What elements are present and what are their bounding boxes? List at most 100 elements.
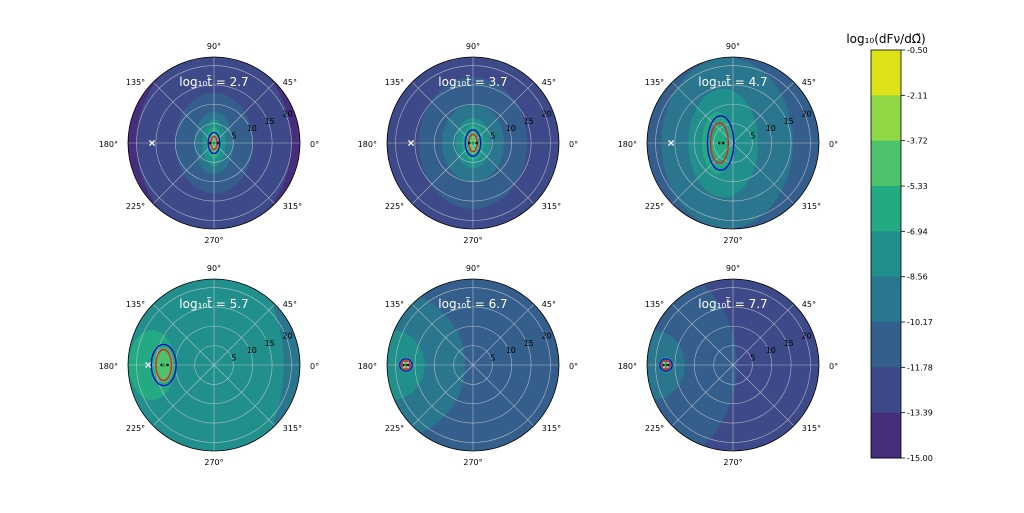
colorbar-band [871, 276, 901, 323]
blue-contour [150, 343, 177, 387]
angular-grid-line [732, 81, 795, 144]
panel-time-label: log₁₀t̃ = 5.7 [179, 297, 248, 311]
angle-tick-label: 135° [645, 78, 664, 87]
angular-grid-line [411, 81, 474, 144]
observer-cross-marker [667, 139, 675, 147]
angle-tick-label: 135° [385, 78, 404, 87]
angle-tick-label: 0° [829, 362, 838, 371]
colorbar-band [871, 412, 901, 459]
angle-tick-label: 270° [463, 458, 482, 467]
angle-tick-label: 270° [723, 458, 742, 467]
contour-band [647, 279, 737, 451]
polar-frame [386, 56, 560, 230]
radial-tick-label: 5 [231, 354, 236, 363]
radial-tick-label: 5 [490, 354, 495, 363]
colorbar-tick-label: -3.72 [907, 137, 928, 146]
colorbar-band [871, 367, 901, 414]
panel-time-label: log₁₀t̃ = 4.7 [698, 75, 767, 89]
polar-panel: 0° 45° 90° 135° 180° 225° 270° 315° 5 10 15 20 log₁₀… [358, 264, 578, 467]
observer-cross-marker [145, 361, 152, 369]
angle-tick-label: 315° [542, 424, 561, 433]
angle-tick-label: 180° [358, 140, 377, 149]
blue-contour [659, 358, 673, 372]
polar-frame [127, 56, 301, 230]
colorbar-tick-label: -13.39 [907, 409, 933, 418]
colorbar-band [871, 322, 901, 368]
angular-grid-line [152, 364, 215, 427]
angle-tick-label: 135° [126, 300, 145, 309]
angle-tick-label: 180° [99, 362, 118, 371]
polar-panel: 0° 45° 90° 135° 180° 225° 270° 315° 5 10 15 20 log₁₀… [618, 264, 838, 467]
red-contour [155, 348, 173, 382]
colorbar-label: log₁₀(dFν/dΩ̃) [846, 32, 925, 46]
peak-dot-marker [162, 363, 166, 367]
angle-tick-label: 0° [310, 362, 319, 371]
colorbar-band [871, 231, 901, 278]
image-plus-marker [666, 363, 670, 367]
colorbar-band [871, 140, 901, 187]
red-contour [401, 360, 411, 370]
image-plus-marker [721, 141, 725, 145]
angular-grid-line [472, 364, 535, 427]
angular-grid-line [411, 364, 474, 427]
red-contour [661, 360, 671, 370]
angle-tick-label: 315° [802, 424, 821, 433]
polar-panel: 0° 45° 90° 135° 180° 225° 270° 315° 5 10 15 20 log₁₀… [99, 42, 319, 245]
angular-grid-line [732, 303, 795, 366]
angular-grid-line [671, 142, 734, 205]
angle-tick-label: 135° [645, 300, 664, 309]
angular-grid-line [472, 142, 535, 205]
angle-tick-label: 270° [204, 458, 223, 467]
peak-dot-marker [212, 141, 216, 145]
angular-grid-line [671, 303, 734, 366]
angular-grid-line [213, 303, 276, 366]
radial-tick-label: 10 [247, 124, 257, 133]
radial-tick-label: 20 [801, 331, 811, 340]
radial-tick-label: 10 [247, 346, 257, 355]
blue-contour [399, 358, 413, 372]
colorbar-frame [870, 49, 902, 459]
angle-tick-label: 225° [645, 202, 664, 211]
angle-tick-label: 45° [802, 300, 816, 309]
radial-tick-label: 10 [506, 124, 516, 133]
angular-grid-line [152, 303, 215, 366]
radial-tick-label: 15 [784, 339, 794, 348]
polar-frame [127, 278, 301, 452]
source-star-marker [467, 141, 471, 145]
angle-tick-label: 135° [385, 300, 404, 309]
angle-tick-label: 45° [283, 78, 297, 87]
polar-panel: 0° 45° 90° 135° 180° 225° 270° 315° 5 10 15 20 log₁₀… [358, 42, 578, 245]
angle-tick-label: 270° [463, 236, 482, 245]
radial-tick-label: 20 [541, 109, 551, 118]
angle-tick-label: 225° [645, 424, 664, 433]
colorbar: -0.50 -2.11 -3.72 -5.33 -6.94 -8.56 -10.17 -11.… [846, 32, 932, 463]
colorbar-tick-label: -5.33 [907, 182, 928, 191]
angle-tick-label: 45° [802, 78, 816, 87]
polar-frame [646, 278, 820, 452]
angle-tick-label: 315° [802, 202, 821, 211]
image-plus-marker [216, 141, 220, 145]
angle-tick-label: 45° [283, 300, 297, 309]
blue-contour [464, 129, 482, 157]
peak-dot-marker [471, 141, 475, 145]
image-plus-marker [406, 363, 410, 367]
radial-tick-label: 5 [750, 354, 755, 363]
colorbar-tick-label: -8.56 [907, 273, 928, 282]
angle-tick-label: 225° [385, 202, 404, 211]
angle-tick-label: 315° [283, 202, 302, 211]
colorbar-band [871, 50, 901, 96]
angular-grid-line [732, 142, 795, 205]
angle-tick-label: 135° [126, 78, 145, 87]
polar-panel: 0° 45° 90° 135° 180° 225° 270° 315° 5 10 15 20 log₁₀… [618, 42, 838, 245]
colorbar-tick-label: -0.50 [907, 46, 928, 55]
blue-contour [207, 131, 221, 155]
angle-tick-label: 225° [126, 202, 145, 211]
angular-grid-line [213, 364, 276, 427]
radial-tick-label: 10 [506, 346, 516, 355]
angle-tick-label: 90° [726, 42, 740, 51]
panel-time-label: log₁₀t̃ = 6.7 [438, 297, 507, 311]
angular-grid-line [671, 364, 734, 427]
angle-tick-label: 0° [310, 140, 319, 149]
angle-tick-label: 0° [829, 140, 838, 149]
